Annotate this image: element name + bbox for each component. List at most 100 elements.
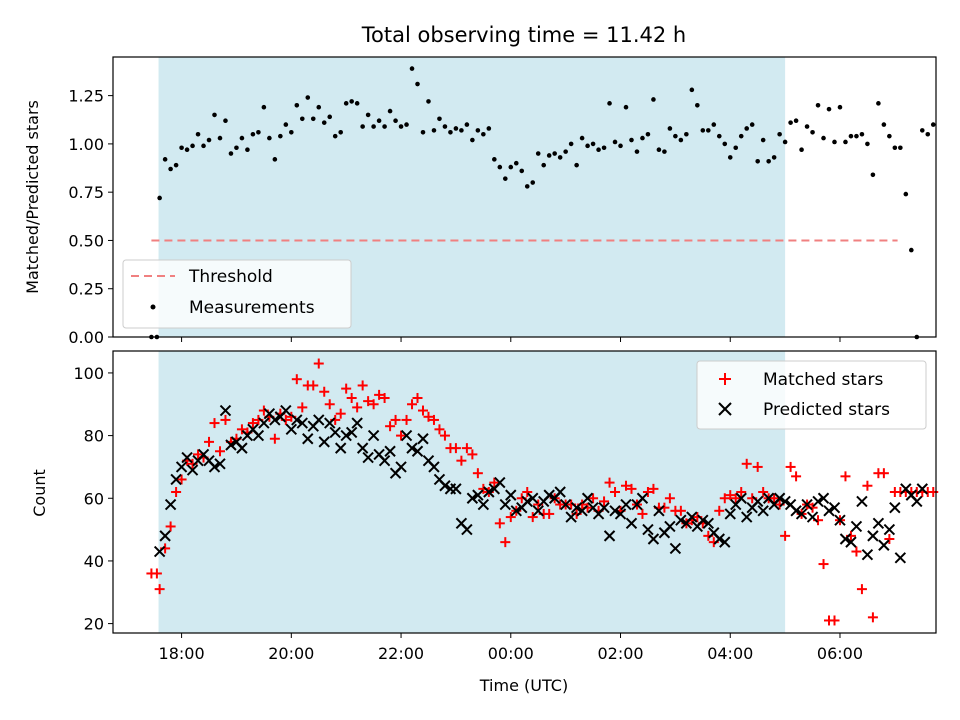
predicted-star-b: [806, 511, 819, 523]
measurement-point: [382, 124, 387, 129]
measurement-point: [535, 151, 541, 156]
predicted-star-point: [576, 505, 588, 517]
predicted-star-b: [527, 492, 539, 504]
predicted-star-b: [351, 417, 363, 429]
predicted-star-b: [565, 511, 577, 523]
measurement-point: [519, 168, 525, 174]
predicted-star-b: [164, 498, 177, 511]
measurement-point: [321, 120, 327, 125]
measurement-point: [563, 149, 568, 154]
measurement-point: [727, 155, 733, 160]
matched-star-point: [363, 396, 374, 407]
measurement-point: [601, 145, 607, 151]
predicted-star-point: [861, 548, 874, 561]
predicted-star-point: [269, 414, 281, 426]
predicted-star-point: [329, 426, 341, 439]
matched-star-point: [176, 474, 187, 485]
measurement-point: [459, 128, 464, 133]
predicted-star-b: [834, 514, 846, 526]
measurement-point: [925, 131, 931, 137]
measurement-point: [157, 195, 162, 201]
measurement-point: [799, 147, 804, 152]
predicted-star-point: [669, 542, 682, 555]
predicted-star-point: [828, 501, 841, 514]
measurement-point: [508, 164, 514, 170]
matched-star-point: [165, 521, 176, 532]
predicted-star-b: [883, 523, 896, 536]
matched-star-point: [434, 424, 445, 435]
predicted-star-point: [236, 442, 248, 454]
predicted-star-b: [461, 523, 473, 536]
measurement-point: [431, 128, 437, 133]
measurement-point: [645, 131, 651, 137]
measurement-point: [585, 143, 590, 149]
matched-star-point: [379, 393, 390, 403]
predicted-star-point: [653, 505, 665, 517]
matched-star-point: [341, 383, 352, 394]
predicted-star-point: [834, 514, 846, 526]
measurement-point: [706, 128, 711, 133]
measurement-point: [651, 97, 656, 102]
predicted-star-b: [153, 545, 166, 558]
predicted-star-point: [911, 495, 923, 508]
measurement-point: [272, 157, 278, 162]
predicted-star-point: [702, 517, 715, 530]
predicted-star-point: [378, 454, 391, 467]
matched-star-point: [505, 512, 516, 523]
predicted-star-b: [356, 442, 369, 454]
predicted-star-point: [697, 514, 709, 526]
matched-star-point: [500, 537, 511, 548]
measurement-point: [354, 101, 360, 106]
predicted-star-b: [208, 461, 221, 473]
predicted-star-b: [291, 414, 303, 426]
predicted-star-point: [543, 489, 555, 501]
measurement-point: [492, 157, 497, 162]
predicted-star-point: [686, 511, 698, 523]
matched-star-point: [719, 493, 730, 504]
measurement-point: [239, 135, 245, 141]
measurement-point: [777, 131, 782, 137]
measurement-point: [546, 153, 552, 158]
measurement-point: [415, 81, 420, 87]
measurement-point: [623, 104, 629, 110]
top-y-tick-label: 0.00: [68, 328, 104, 347]
predicted-star-point: [581, 492, 594, 504]
predicted-star-b: [554, 486, 566, 498]
legend-measurements-swatch: [150, 304, 156, 310]
matched-star-point: [324, 399, 335, 410]
measurement-point: [716, 133, 722, 139]
matched-star-point: [780, 530, 791, 541]
predicted-star-b: [614, 508, 627, 520]
x-tick-label: 04:00: [707, 644, 753, 663]
predicted-star-b: [812, 495, 824, 508]
predicted-star-point: [889, 501, 901, 514]
measurement-point: [289, 130, 294, 135]
predicted-star-point: [713, 533, 725, 545]
measurement-point: [453, 126, 459, 131]
predicted-star-b: [258, 417, 270, 429]
predicted-star-point: [356, 442, 369, 454]
bottom-observing-window: [158, 351, 786, 633]
measurement-point: [618, 143, 623, 149]
predicted-star-b: [795, 508, 808, 520]
predicted-star-b: [713, 533, 725, 545]
predicted-star-point: [527, 492, 539, 504]
predicted-star-point: [570, 501, 583, 514]
measurement-point: [678, 137, 684, 143]
predicted-star-point: [351, 417, 363, 429]
predicted-star-b: [329, 426, 341, 439]
measurement-point: [909, 247, 914, 253]
matched-star-point: [308, 380, 319, 391]
measurement-point: [744, 126, 750, 131]
predicted-star-b: [625, 517, 638, 530]
measurement-point: [464, 122, 470, 127]
measurement-point: [513, 160, 519, 166]
matched-star-point: [829, 615, 840, 626]
matched-star-point: [412, 393, 423, 403]
measurement-point: [865, 141, 870, 147]
predicted-star-b: [839, 533, 852, 545]
measurement-point: [859, 131, 865, 137]
predicted-star-point: [225, 439, 237, 451]
predicted-star-point: [664, 520, 676, 533]
